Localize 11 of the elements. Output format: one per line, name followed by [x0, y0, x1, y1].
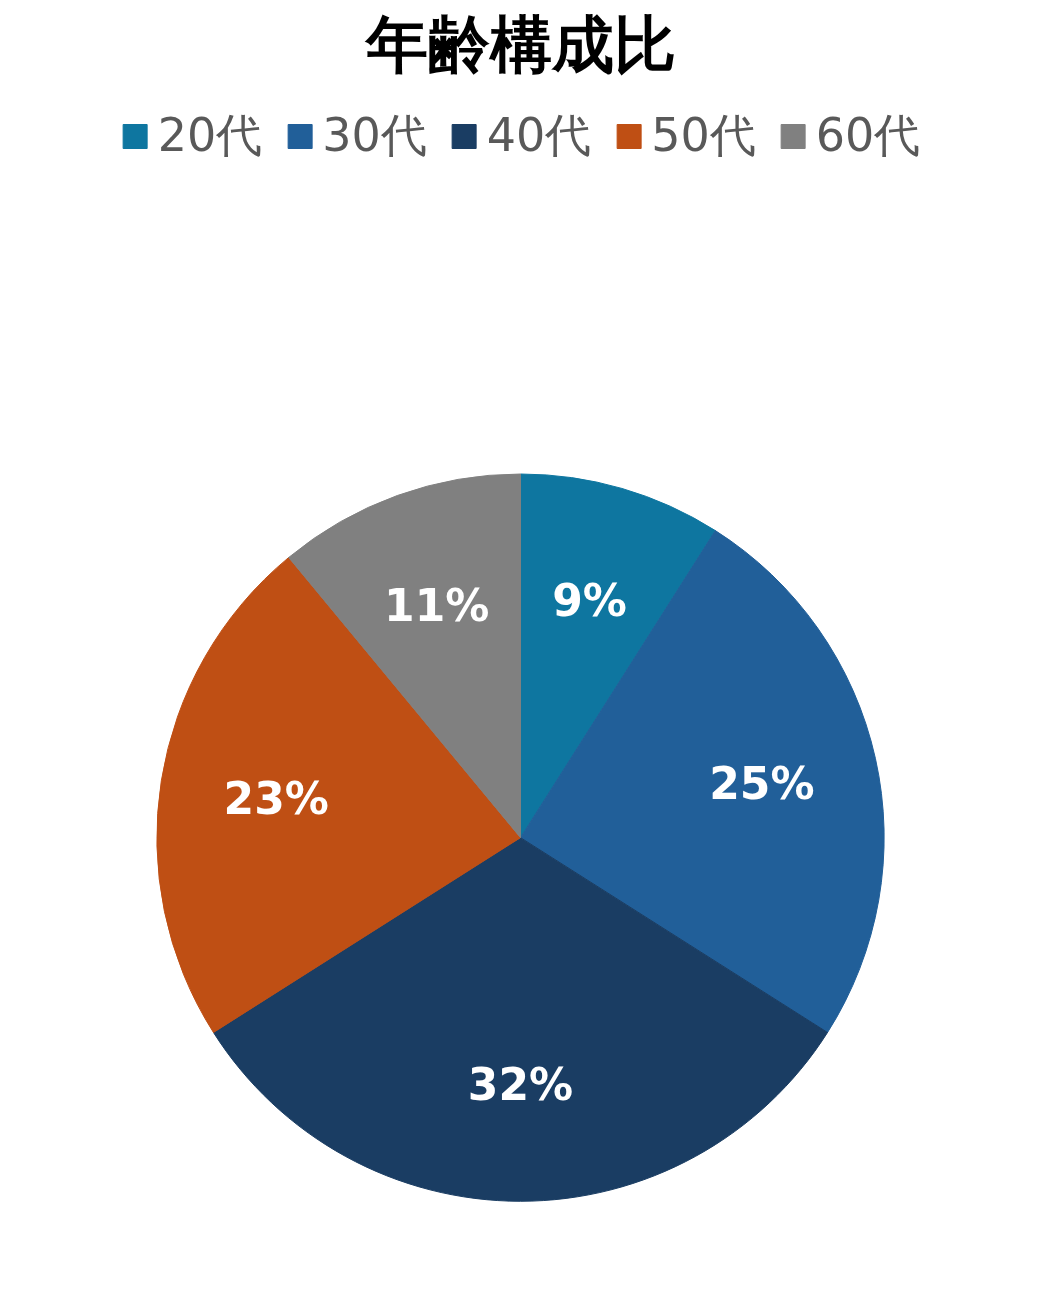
chart-title: 年齢構成比 [363, 7, 676, 81]
legend-label: 60代 [815, 107, 921, 164]
data-label: 11% [384, 579, 490, 631]
data-label: 9% [552, 574, 627, 626]
legend-label: 20代 [157, 107, 263, 164]
legend-label: 50代 [651, 107, 756, 164]
data-label: 23% [223, 773, 329, 825]
data-label: 32% [467, 1059, 574, 1111]
legend-label: 40代 [486, 107, 592, 164]
legend-label: 30代 [322, 107, 427, 164]
data-label: 25% [709, 758, 815, 810]
